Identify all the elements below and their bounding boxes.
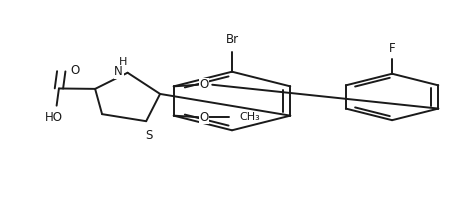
- Text: CH₃: CH₃: [239, 112, 260, 122]
- Text: Br: Br: [225, 34, 238, 46]
- Text: O: O: [199, 111, 208, 124]
- Text: O: O: [199, 78, 208, 91]
- Text: N: N: [114, 65, 123, 78]
- Text: F: F: [388, 42, 394, 55]
- Text: S: S: [144, 129, 152, 142]
- Text: HO: HO: [45, 111, 63, 124]
- Text: H: H: [119, 57, 127, 67]
- Text: O: O: [70, 64, 80, 77]
